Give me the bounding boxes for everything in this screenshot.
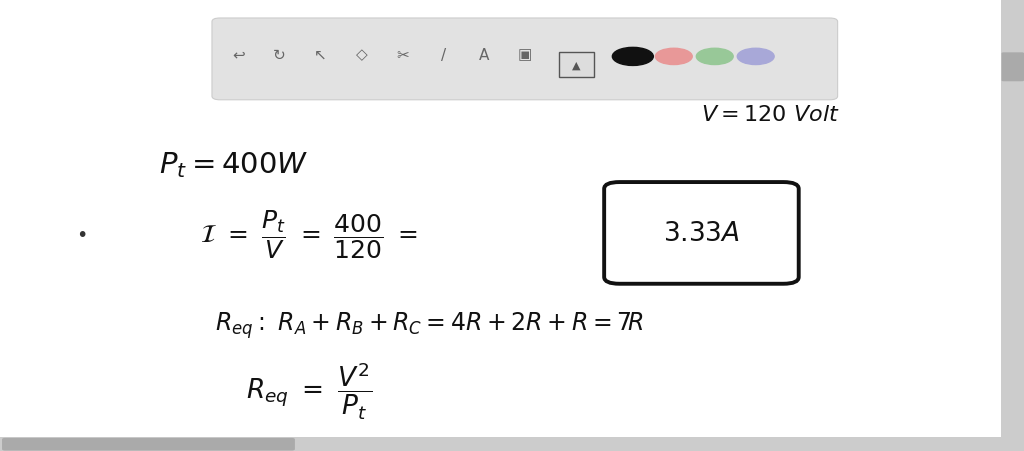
- Text: ◇: ◇: [355, 47, 368, 63]
- Circle shape: [655, 49, 692, 65]
- Text: $R_{eq}\ =\ \dfrac{V^2}{P_t}$: $R_{eq}\ =\ \dfrac{V^2}{P_t}$: [246, 359, 372, 421]
- Text: $P_t = 400W$: $P_t = 400W$: [159, 150, 308, 179]
- Text: ▲: ▲: [572, 61, 581, 71]
- Text: $V = 120\ Volt$: $V = 120\ Volt$: [701, 105, 840, 125]
- FancyBboxPatch shape: [212, 19, 838, 101]
- Text: •: •: [76, 225, 88, 244]
- Text: ↩: ↩: [232, 47, 245, 63]
- FancyBboxPatch shape: [559, 53, 594, 78]
- FancyBboxPatch shape: [1001, 53, 1024, 82]
- Circle shape: [612, 48, 653, 66]
- Text: ▣: ▣: [518, 47, 532, 63]
- Bar: [1001, 0, 1024, 438]
- Text: A: A: [479, 47, 489, 63]
- Text: $R_{eq}:\ R_A + R_B + R_C = 4R + 2R + R = 7R$: $R_{eq}:\ R_A + R_B + R_C = 4R + 2R + R …: [215, 309, 644, 340]
- Text: ↖: ↖: [314, 47, 327, 63]
- Bar: [0, 437, 1024, 451]
- Text: ↻: ↻: [273, 47, 286, 63]
- FancyBboxPatch shape: [2, 438, 295, 451]
- Text: $\mathcal{I}\ =\ \dfrac{P_t}{V}\ =\ \dfrac{400}{120}\ =$: $\mathcal{I}\ =\ \dfrac{P_t}{V}\ =\ \dfr…: [200, 208, 418, 261]
- Circle shape: [737, 49, 774, 65]
- Text: /: /: [440, 47, 446, 63]
- FancyBboxPatch shape: [604, 183, 799, 284]
- Text: $3.33A$: $3.33A$: [663, 221, 740, 247]
- Text: ✂: ✂: [396, 47, 409, 63]
- Circle shape: [696, 49, 733, 65]
